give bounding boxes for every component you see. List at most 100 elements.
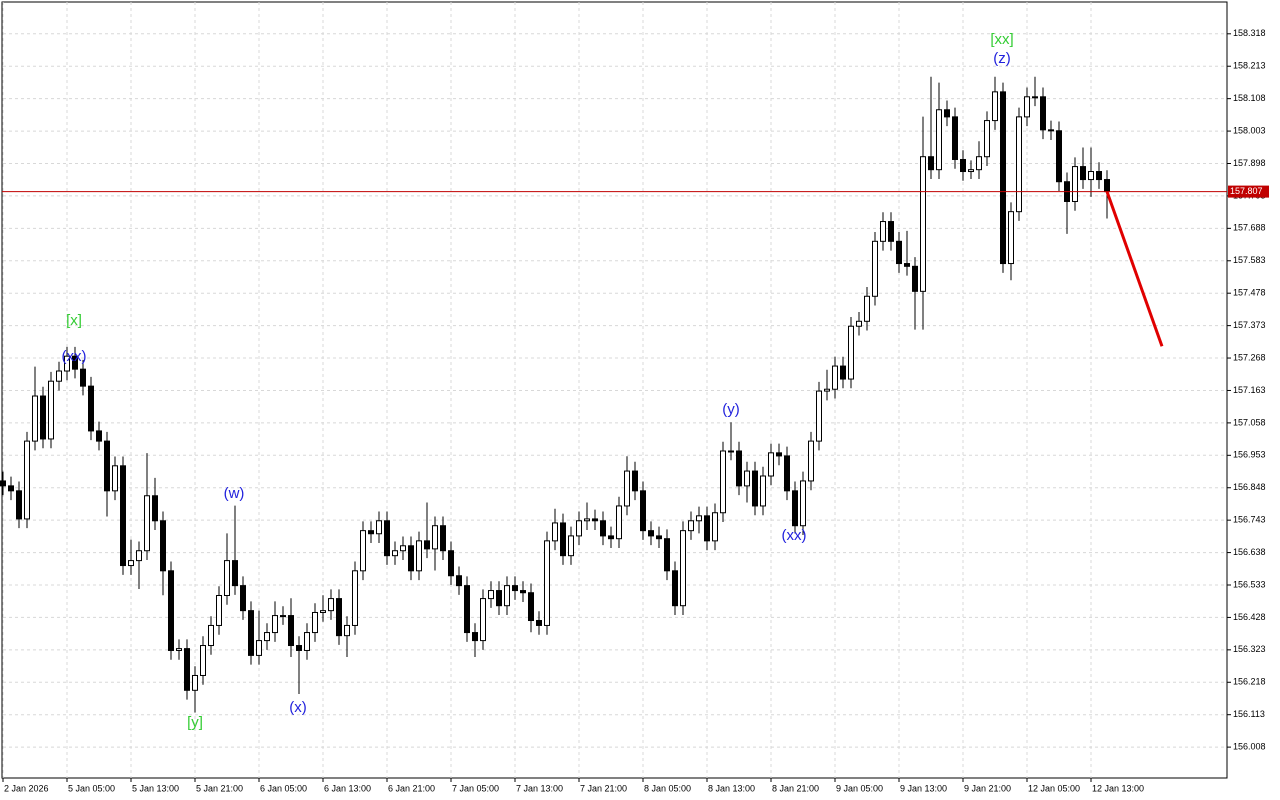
candle-body	[408, 545, 414, 572]
candle-body	[440, 525, 446, 552]
candle-body	[552, 522, 558, 542]
candle-body	[248, 610, 254, 656]
candle-body	[856, 320, 862, 327]
candle-body	[424, 540, 430, 550]
candle-body	[280, 615, 286, 618]
candle-body	[872, 240, 878, 297]
candle-body	[696, 515, 702, 522]
candle-body	[712, 512, 718, 542]
candle-body	[544, 540, 550, 626]
candle-body	[768, 452, 774, 477]
candle-body	[704, 515, 710, 542]
candle-body	[368, 530, 374, 535]
candle-body	[960, 158, 966, 173]
candle-body	[760, 475, 766, 507]
candle-body	[264, 632, 270, 642]
candle-body	[816, 390, 822, 442]
x-tick-label: 7 Jan 05:00	[452, 783, 499, 793]
candle-body	[256, 640, 262, 656]
y-tick-label: 156.638	[1233, 547, 1266, 557]
candle-body	[864, 295, 870, 322]
candle-body	[168, 570, 174, 651]
candle-body	[0, 480, 6, 487]
candle-body	[208, 624, 214, 647]
x-tick-label: 8 Jan 05:00	[644, 783, 691, 793]
candle-body	[928, 156, 934, 171]
candle-body	[64, 355, 70, 372]
candle-body	[968, 169, 974, 173]
x-tick-label: 9 Jan 21:00	[964, 783, 1011, 793]
candle-body	[128, 560, 134, 567]
candle-body	[624, 470, 630, 507]
candle-body	[288, 615, 294, 647]
candle-body	[352, 570, 358, 626]
candle-body	[672, 570, 678, 607]
candle-body	[72, 355, 78, 370]
plot-frame	[1, 1, 1228, 779]
candle-body	[832, 365, 838, 390]
candle-body	[912, 265, 918, 292]
candle-body	[184, 648, 190, 691]
candle-body	[80, 368, 86, 387]
candle-body	[240, 585, 246, 612]
candle-body	[576, 520, 582, 537]
candle-body	[392, 550, 398, 557]
candle-body	[48, 380, 54, 440]
candle-body	[1016, 116, 1022, 213]
y-tick-label: 156.113	[1233, 709, 1265, 719]
candle-body	[432, 525, 438, 550]
candle-body	[992, 91, 998, 122]
candle-body	[648, 530, 654, 537]
wave-label: [x]	[66, 312, 82, 329]
candle-body	[528, 592, 534, 622]
candle-body	[56, 370, 62, 382]
candle-body	[304, 632, 310, 651]
y-tick-label: 157.163	[1233, 385, 1266, 395]
candle-body	[592, 518, 598, 522]
candle-body	[792, 490, 798, 527]
candle-body	[952, 116, 958, 160]
y-tick-label: 158.003	[1233, 125, 1266, 135]
candle-body	[40, 395, 46, 440]
y-tick-label: 156.428	[1233, 612, 1266, 622]
price-label: 157.807	[1230, 186, 1263, 196]
candle-body	[1048, 129, 1054, 132]
y-tick-label: 156.533	[1233, 579, 1266, 589]
y-tick-label: 157.688	[1233, 223, 1266, 233]
candle-body	[336, 598, 342, 637]
candle-body	[504, 585, 510, 607]
candle-body	[896, 240, 902, 265]
candle-body	[1040, 96, 1046, 131]
candle-body	[96, 430, 102, 442]
candle-body	[360, 530, 366, 572]
candle-body	[640, 490, 646, 532]
candle-body	[584, 518, 590, 522]
x-tick-label: 9 Jan 13:00	[900, 783, 947, 793]
candle-body	[384, 520, 390, 557]
candle-body	[512, 585, 518, 592]
candle-body	[328, 598, 334, 612]
candle-body	[520, 590, 526, 594]
y-tick-label: 156.218	[1233, 677, 1266, 687]
y-tick-label: 157.478	[1233, 288, 1266, 298]
x-tick-label: 2 Jan 2026	[4, 783, 49, 793]
x-tick-label: 8 Jan 21:00	[772, 783, 819, 793]
y-tick-label: 158.318	[1233, 28, 1266, 38]
candle-body	[1104, 179, 1110, 193]
candle-body	[1008, 211, 1014, 265]
y-tick-label: 157.373	[1233, 320, 1266, 330]
y-tick-label: 157.268	[1233, 352, 1266, 362]
candle-body	[688, 520, 694, 532]
y-tick-label: 156.848	[1233, 482, 1266, 492]
x-tick-label: 7 Jan 21:00	[580, 783, 627, 793]
candle-body	[1032, 96, 1038, 99]
y-tick-label: 156.953	[1233, 450, 1266, 460]
candle-body	[456, 575, 462, 587]
candle-body	[608, 535, 614, 540]
x-tick-label: 6 Jan 21:00	[388, 783, 435, 793]
candle-body	[1024, 96, 1030, 118]
x-tick-label: 12 Jan 05:00	[1028, 783, 1080, 793]
candle-body	[1080, 166, 1086, 181]
wave-label: (y)	[722, 401, 740, 418]
